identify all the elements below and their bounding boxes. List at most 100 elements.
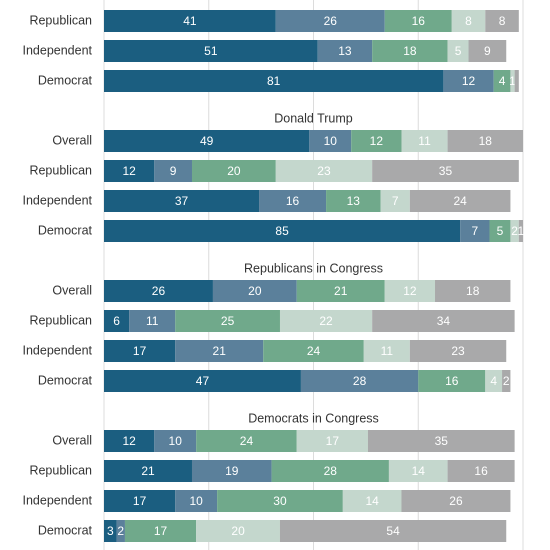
category-label: Overall <box>52 433 92 447</box>
value-label: 21 <box>141 464 155 478</box>
bar-segment <box>104 310 130 332</box>
bar-segment <box>104 220 461 242</box>
value-label: 12 <box>462 74 476 88</box>
value-label: 12 <box>122 164 136 178</box>
category-label: Democrat <box>38 73 93 87</box>
category-label: Overall <box>52 283 92 297</box>
category-label: Democrat <box>38 373 93 387</box>
bar-segment <box>259 190 327 212</box>
bar-segment <box>104 340 176 362</box>
bar-segment <box>296 430 368 452</box>
bar-segment <box>384 10 452 32</box>
bar-segment <box>401 130 448 152</box>
group-title: Republicans in Congress <box>244 261 383 275</box>
bar-segment <box>104 160 155 182</box>
bar-segment <box>212 280 297 302</box>
value-label: 47 <box>196 374 210 388</box>
bar-segment <box>191 160 276 182</box>
bar-segment <box>154 160 192 182</box>
value-label: 6 <box>113 314 120 328</box>
value-label: 9 <box>484 44 491 58</box>
bar-segment <box>409 340 507 362</box>
bar-segment <box>191 460 272 482</box>
bar-segment <box>447 130 523 152</box>
category-label: Independent <box>22 493 92 507</box>
bar-segment <box>104 40 318 62</box>
value-label: 1 <box>509 74 516 88</box>
bar-segment <box>217 490 343 512</box>
value-label: 2 <box>503 374 510 388</box>
value-label: 51 <box>204 44 218 58</box>
value-label: 34 <box>437 314 451 328</box>
value-label: 35 <box>435 434 449 448</box>
bar-segment <box>196 430 297 452</box>
bar-segment <box>518 220 523 242</box>
category-label: Democrat <box>38 523 93 537</box>
value-label: 20 <box>248 284 262 298</box>
bar-segment <box>342 490 402 512</box>
value-label: 28 <box>353 374 367 388</box>
value-label: 17 <box>326 434 340 448</box>
bar-segment <box>104 130 310 152</box>
bar-segment <box>363 340 410 362</box>
bar-segment <box>372 160 519 182</box>
value-label: 17 <box>154 524 168 538</box>
bar-segment <box>435 280 511 302</box>
bar-segment <box>380 190 410 212</box>
value-label: 81 <box>267 74 281 88</box>
value-label: 4 <box>499 74 506 88</box>
bar-segment <box>263 340 364 362</box>
bar-segment <box>175 340 264 362</box>
value-label: 14 <box>412 464 426 478</box>
category-label: Overall <box>52 133 92 147</box>
value-label: 7 <box>471 224 478 238</box>
value-label: 5 <box>497 224 504 238</box>
bar-segment <box>296 280 385 302</box>
bar-segment <box>326 190 381 212</box>
value-label: 8 <box>499 14 506 28</box>
value-label: 13 <box>338 44 352 58</box>
value-label: 28 <box>324 464 338 478</box>
bar-segment <box>351 130 402 152</box>
value-label: 9 <box>170 164 177 178</box>
bar-segment <box>271 460 389 482</box>
bar-segment <box>300 370 419 392</box>
bar-segment <box>129 310 176 332</box>
bar-segment <box>418 370 486 392</box>
bar-segment <box>275 160 373 182</box>
value-label: 23 <box>317 164 331 178</box>
category-label: Republican <box>29 313 92 327</box>
value-label: 24 <box>240 434 254 448</box>
bar-segment <box>116 520 125 542</box>
category-label: Republican <box>29 463 92 477</box>
bar-segment <box>510 220 519 242</box>
value-label: 21 <box>213 344 227 358</box>
bar-segment <box>451 10 486 32</box>
bar-segment <box>175 310 280 332</box>
category-label: Republican <box>29 163 92 177</box>
bar-segment <box>275 10 385 32</box>
bar-segment <box>447 40 469 62</box>
value-label: 10 <box>169 434 183 448</box>
value-label: 16 <box>445 374 459 388</box>
value-label: 12 <box>370 134 384 148</box>
value-label: 54 <box>386 524 400 538</box>
bar-segment <box>372 310 515 332</box>
value-label: 26 <box>449 494 463 508</box>
value-label: 5 <box>455 44 462 58</box>
bar-segment <box>124 520 197 542</box>
value-label: 26 <box>324 14 338 28</box>
bar-segment <box>409 190 511 212</box>
value-label: 12 <box>403 284 417 298</box>
bar-segment <box>493 70 511 92</box>
bar-segment <box>104 460 192 482</box>
value-label: 2 <box>117 524 124 538</box>
value-label: 23 <box>451 344 465 358</box>
value-label: 16 <box>474 464 488 478</box>
bar-segment <box>510 70 515 92</box>
value-label: 11 <box>418 134 431 148</box>
value-label: 16 <box>412 14 426 28</box>
category-label: Independent <box>22 343 92 357</box>
value-label: 21 <box>334 284 348 298</box>
value-label: 37 <box>175 194 189 208</box>
